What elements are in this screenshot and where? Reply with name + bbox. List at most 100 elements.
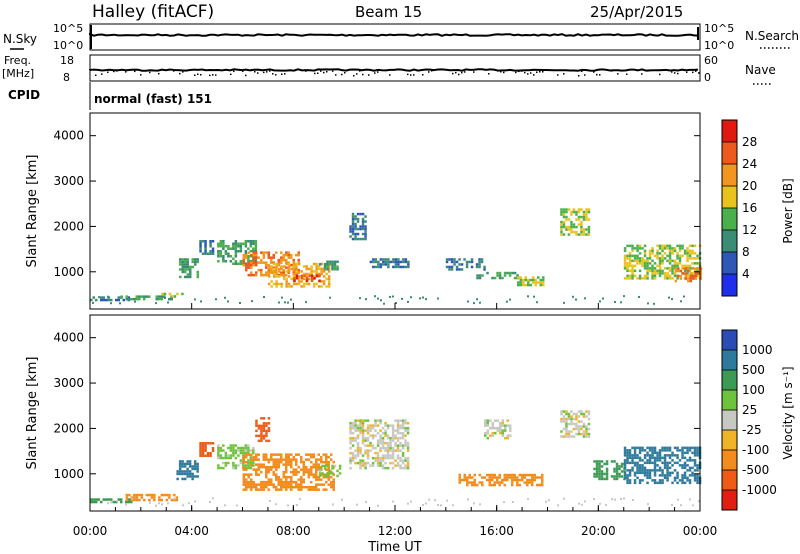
echo-cell (201, 449, 205, 452)
echo-cell (587, 412, 591, 416)
echo-cell (560, 210, 563, 214)
echo-cell (653, 471, 657, 475)
echo-cell (287, 256, 290, 259)
echo-cell (323, 263, 327, 266)
echo-cell (255, 256, 258, 259)
echo-cell (374, 260, 378, 264)
echo-cell (407, 265, 410, 269)
echo-cell (401, 454, 405, 457)
echo-cell (211, 240, 215, 243)
echo-cell (290, 460, 293, 464)
echo-cell (631, 264, 634, 268)
echo-cell (317, 458, 320, 461)
echo-cell (285, 475, 288, 479)
echo-cell (252, 251, 255, 254)
echo-cell (560, 410, 563, 413)
echo-cell (513, 478, 516, 482)
echo-cell (327, 265, 331, 268)
echo-cell (297, 483, 300, 486)
echo-cell (681, 464, 684, 467)
echo-cell (295, 262, 298, 266)
echo-cell (160, 295, 163, 298)
echo-cell (466, 483, 469, 487)
echo-cell (691, 459, 694, 462)
echo-cell (280, 282, 283, 286)
echo-cell (272, 261, 275, 264)
echo-cell (295, 458, 298, 461)
echo-cell (179, 258, 182, 261)
echo-cell (125, 496, 129, 499)
echo-cell (646, 277, 649, 280)
echo-cell (364, 235, 367, 238)
echo-cell (280, 480, 283, 484)
echo-cell (636, 469, 639, 472)
echo-cell (686, 459, 689, 462)
echo-cell (666, 466, 669, 470)
echo-cell (234, 451, 238, 455)
echo-cell (478, 265, 481, 269)
echo-cell (285, 266, 288, 269)
echo-cell (651, 249, 654, 253)
echo-cell (354, 215, 357, 218)
echo-cell (351, 431, 355, 435)
echo-cell (332, 460, 335, 464)
echo-cell (580, 228, 583, 231)
echo-cell (328, 472, 332, 475)
echo-cell (401, 419, 405, 422)
echo-cell (267, 468, 270, 471)
echo-cell (384, 421, 387, 425)
echo-cell (179, 260, 182, 264)
nave-point (617, 73, 619, 75)
colorbar-tick-label: 500 (742, 363, 765, 377)
echo-cell (361, 222, 365, 226)
echo-cell (307, 470, 310, 474)
echo-cell (262, 253, 265, 257)
echo-cell (527, 281, 530, 284)
echo-cell (399, 265, 403, 269)
echo-cell (247, 266, 250, 269)
echo-cell (521, 476, 524, 479)
echo-cell (236, 504, 238, 507)
echo-cell (332, 478, 335, 481)
echo-cell (580, 233, 583, 236)
echo-cell (364, 466, 367, 470)
echo-cell (668, 474, 672, 477)
echo-cell (359, 227, 362, 231)
echo-cell (366, 419, 370, 422)
echo-cell (410, 296, 412, 299)
echo-cell (686, 479, 689, 482)
echo-cell (613, 475, 616, 478)
echo-cell (382, 263, 385, 266)
echo-cell (168, 292, 172, 296)
echo-cell (522, 281, 525, 284)
echo-cell (572, 422, 576, 426)
echo-cell (681, 244, 684, 248)
echo-cell (297, 485, 300, 489)
echo-cell (623, 446, 627, 450)
echo-cell (285, 251, 288, 254)
echo-cell (249, 449, 253, 452)
echo-cell (666, 471, 669, 475)
echo-cell (598, 477, 601, 481)
echo-cell (199, 242, 202, 245)
echo-cell (145, 295, 148, 298)
echo-cell (300, 280, 303, 283)
echo-cell (361, 426, 365, 430)
echo-cell (402, 258, 405, 261)
colorbar-frame (721, 329, 738, 511)
echo-cell (648, 469, 652, 472)
echo-cell (244, 466, 248, 470)
echo-cell (638, 274, 642, 278)
echo-cell (593, 475, 596, 478)
nsky-tick-bottom: 10^0 (53, 39, 83, 52)
echo-cell (204, 454, 207, 457)
velocity-panel-frame (89, 314, 701, 512)
echo-cell (491, 478, 494, 482)
echo-cell (638, 481, 642, 485)
echo-cell (453, 258, 456, 261)
echo-cell (282, 265, 286, 268)
echo-cell (575, 412, 578, 416)
echo-cell (275, 285, 278, 288)
echo-cell (326, 265, 329, 268)
echo-cell (296, 504, 298, 507)
